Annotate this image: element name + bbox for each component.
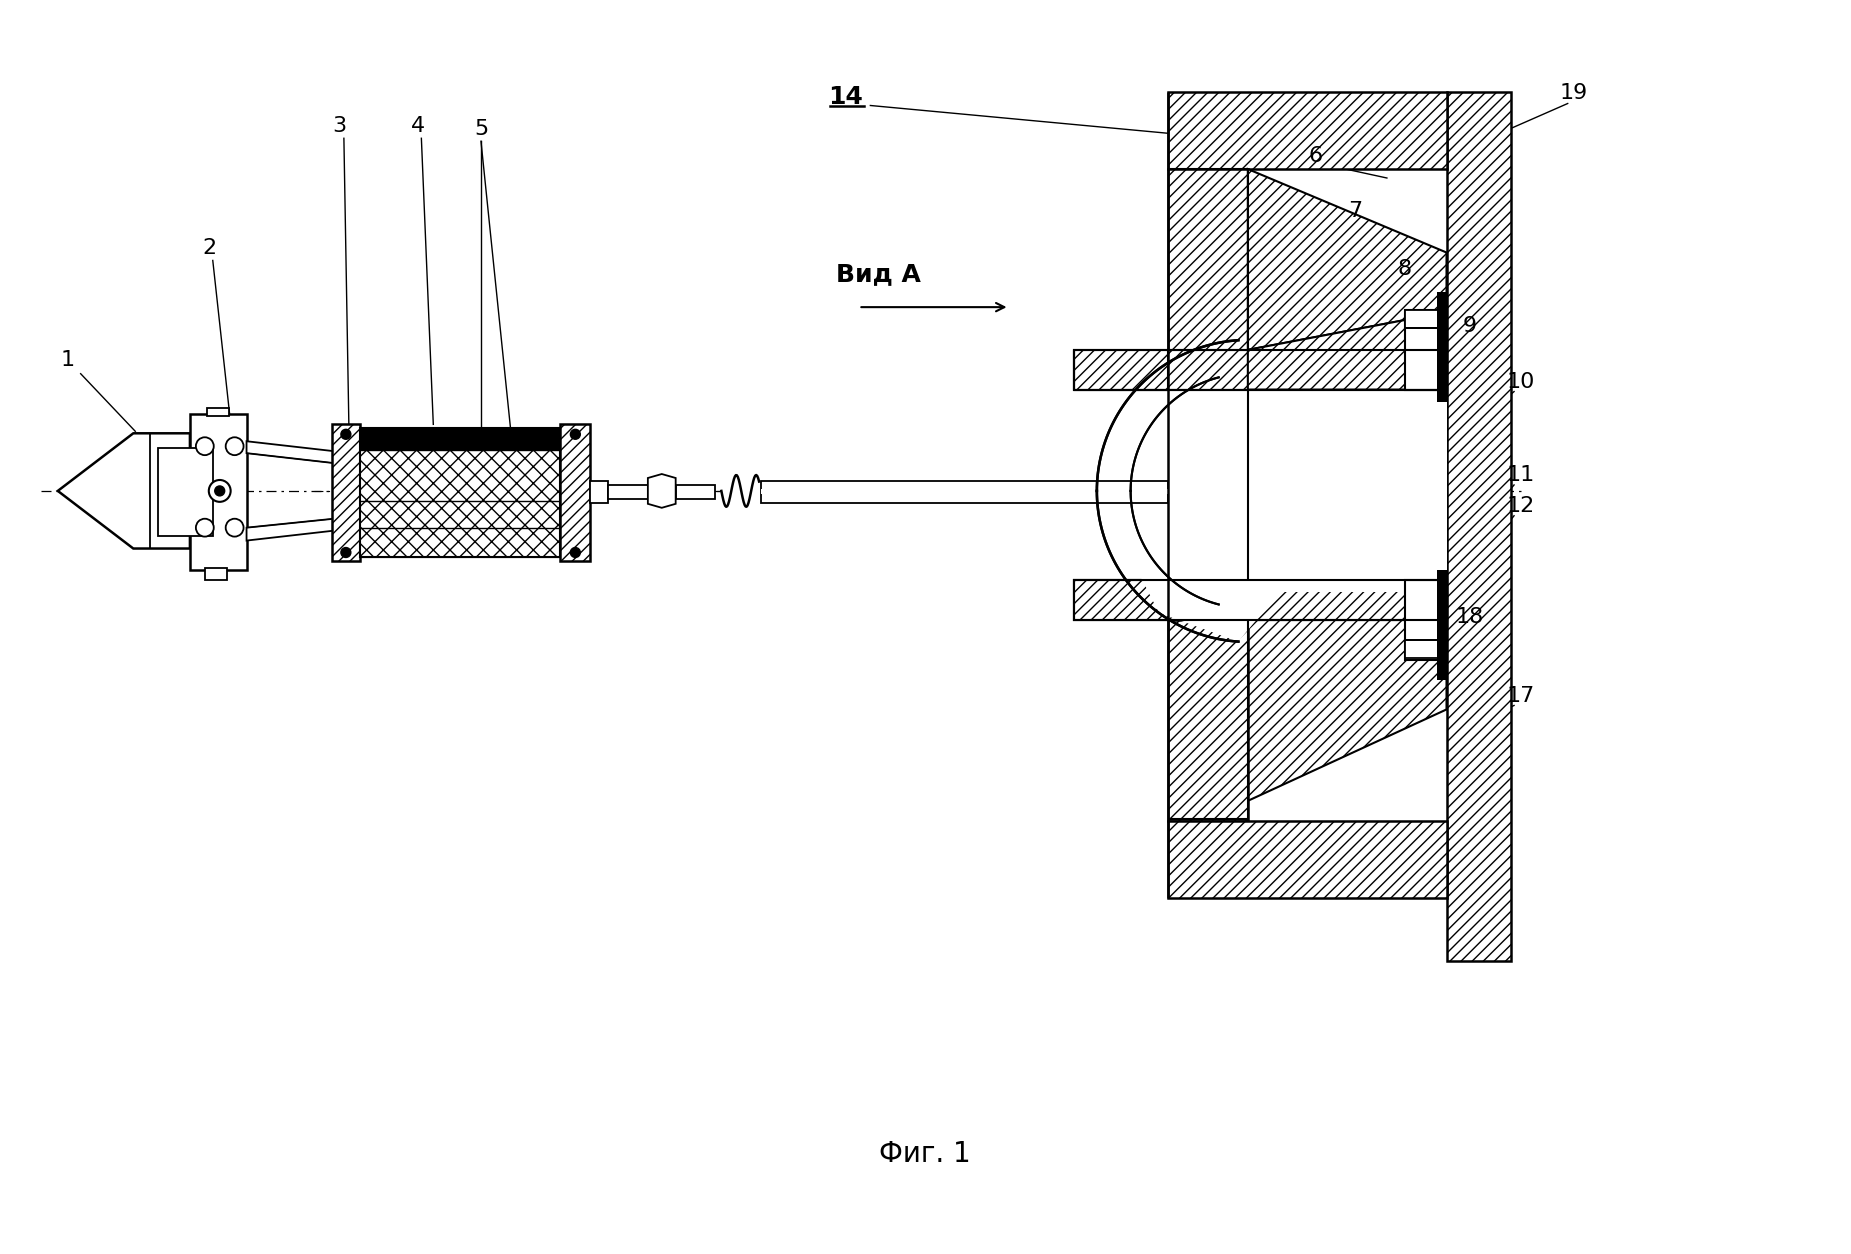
Text: 3: 3 (331, 117, 346, 137)
Bar (590, 482, 609, 503)
Bar (1074, 350, 1168, 390)
Circle shape (196, 438, 213, 455)
Bar (205, 568, 226, 581)
Text: 14: 14 (827, 84, 863, 109)
Bar (1168, 169, 1248, 350)
Polygon shape (246, 519, 333, 540)
Bar (207, 409, 230, 416)
Polygon shape (57, 434, 191, 548)
Bar (1074, 581, 1168, 619)
Text: 1: 1 (61, 350, 74, 370)
Text: 9: 9 (1462, 316, 1477, 336)
Polygon shape (1248, 619, 1446, 801)
Bar (676, 485, 714, 499)
Bar (1168, 619, 1248, 820)
Text: 8: 8 (1398, 260, 1412, 280)
Polygon shape (1098, 312, 1446, 642)
Bar (359, 429, 561, 450)
Text: 11: 11 (1507, 465, 1534, 485)
Bar (761, 482, 1168, 503)
Bar (1436, 292, 1446, 401)
Bar (1168, 390, 1446, 490)
Text: 18: 18 (1455, 607, 1483, 627)
Bar (1168, 490, 1446, 592)
Text: 12: 12 (1507, 495, 1534, 515)
Bar (359, 429, 561, 558)
Bar (1436, 571, 1446, 680)
Text: 6: 6 (1309, 147, 1322, 166)
Bar (157, 448, 213, 535)
Circle shape (341, 548, 352, 558)
Bar (609, 485, 648, 499)
Bar (1074, 350, 1446, 390)
Bar (1405, 581, 1446, 660)
Text: 2: 2 (204, 237, 217, 257)
Bar (1168, 390, 1446, 490)
Bar (1168, 820, 1446, 898)
Polygon shape (1248, 312, 1446, 390)
Text: 7: 7 (1348, 201, 1362, 221)
Polygon shape (648, 474, 676, 508)
Circle shape (215, 487, 224, 495)
Bar (1074, 581, 1168, 619)
Bar (1168, 92, 1446, 169)
Circle shape (226, 519, 244, 537)
Circle shape (570, 548, 581, 558)
Text: 19: 19 (1560, 83, 1588, 103)
Bar (1405, 640, 1446, 658)
Bar (1446, 92, 1510, 961)
Circle shape (226, 438, 244, 455)
Bar (761, 489, 1168, 494)
Bar (191, 414, 246, 571)
Bar (331, 424, 359, 562)
Polygon shape (1248, 169, 1446, 350)
Polygon shape (246, 441, 333, 463)
Text: Вид A: Вид A (837, 262, 920, 286)
Circle shape (196, 519, 213, 537)
Bar (561, 424, 590, 562)
Text: 17: 17 (1507, 686, 1534, 706)
Text: 4: 4 (411, 117, 426, 137)
Bar (1168, 581, 1446, 619)
Text: 5: 5 (474, 119, 489, 139)
Text: 10: 10 (1507, 371, 1534, 391)
Bar (1405, 310, 1446, 390)
Circle shape (209, 480, 231, 502)
Circle shape (341, 429, 352, 439)
Text: Фиг. 1: Фиг. 1 (879, 1140, 972, 1169)
Bar (1405, 310, 1446, 329)
Circle shape (570, 429, 581, 439)
Bar (1074, 581, 1446, 619)
Bar (1168, 350, 1446, 390)
